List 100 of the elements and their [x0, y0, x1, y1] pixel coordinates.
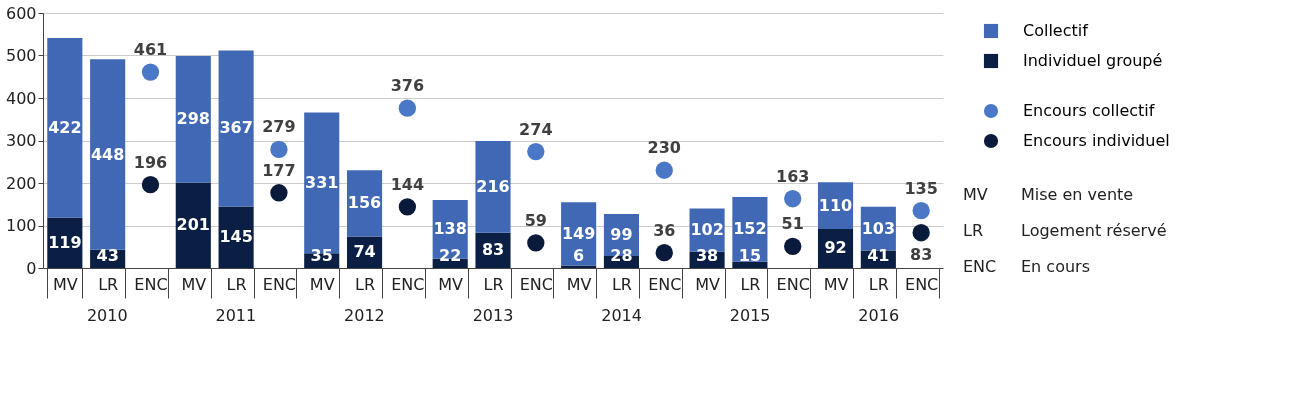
legend-label: Encours individuel — [1023, 131, 1170, 150]
x-tick-label: LR — [483, 274, 504, 294]
x-tick-label: LR — [740, 274, 761, 294]
data-label: 92 — [824, 238, 847, 258]
x-tick-label: MV — [695, 274, 721, 294]
x-tick-label: ENC — [776, 274, 810, 294]
data-label: 35 — [310, 246, 333, 265]
x-tick-label: ENC — [391, 274, 425, 294]
y-tick-label: 600 — [5, 3, 37, 23]
text: 2016 — [858, 306, 900, 325]
point — [527, 234, 545, 252]
legend-label: Encours collectif — [1023, 101, 1155, 120]
point — [784, 190, 802, 208]
data-label: 43 — [96, 246, 119, 265]
data-label: 367 — [219, 118, 253, 138]
point — [270, 184, 288, 202]
point — [527, 142, 545, 161]
bar — [175, 182, 211, 268]
data-label: 145 — [219, 227, 253, 247]
data-label: 138 — [433, 219, 467, 239]
point — [784, 237, 802, 255]
point — [141, 176, 160, 194]
point — [270, 140, 288, 159]
text: 2011 — [215, 306, 257, 325]
x-tick-label: LR — [868, 274, 889, 294]
x-tick-label: LR — [355, 274, 376, 294]
bar — [175, 55, 211, 183]
x-tick-label: MV — [438, 274, 464, 294]
x-tick-label: MV — [181, 274, 207, 294]
x-tick-label: ENC — [262, 274, 297, 294]
data-label: 99 — [610, 225, 633, 245]
text: 2010 — [86, 306, 128, 325]
x-tick-label: ENC — [648, 274, 682, 294]
data-label: 448 — [90, 144, 125, 164]
bar — [347, 170, 383, 237]
x-tick-label: MV — [566, 274, 592, 294]
x-tick-label: MV — [823, 274, 849, 294]
point — [655, 244, 673, 262]
data-label: 201 — [176, 215, 210, 235]
data-label: 216 — [476, 176, 510, 196]
text: 2015 — [729, 306, 771, 325]
text: LR — [963, 221, 984, 240]
data-label: 110 — [818, 195, 853, 215]
legend-label: Collectif — [1023, 21, 1089, 40]
x-tick-label: ENC — [905, 274, 939, 294]
data-label: 156 — [347, 193, 382, 213]
text: En cours — [1021, 257, 1090, 276]
bar — [47, 38, 83, 218]
data-label: 163 — [776, 166, 810, 186]
y-tick-label: 400 — [5, 88, 37, 108]
x-tick-label: ENC — [134, 274, 168, 294]
text: Logement réservé — [1021, 221, 1167, 240]
y-tick-label: 200 — [5, 173, 37, 193]
data-label: 119 — [48, 232, 82, 252]
text: MV — [963, 185, 988, 204]
data-label: 74 — [353, 242, 376, 262]
data-label: 36 — [653, 220, 676, 240]
data-label: 177 — [262, 160, 296, 180]
bar — [90, 59, 126, 250]
x-tick-label: LR — [98, 274, 119, 294]
bar — [561, 265, 597, 268]
data-label: 149 — [561, 223, 596, 243]
data-label: 103 — [861, 218, 896, 238]
data-label: 6 — [573, 246, 585, 265]
text: 2014 — [601, 306, 642, 325]
y-tick-label: 0 — [26, 258, 37, 278]
text: Mise en vente — [1021, 185, 1134, 204]
text: ENC — [963, 257, 997, 276]
data-label: 144 — [390, 174, 425, 194]
x-tick-label: LR — [611, 274, 632, 294]
data-label: 15 — [738, 246, 762, 265]
point — [912, 224, 930, 242]
data-label: 152 — [733, 219, 767, 239]
y-tick-label: 300 — [5, 131, 37, 150]
data-label: 135 — [904, 178, 938, 198]
bar — [218, 206, 254, 268]
data-label: 422 — [48, 117, 82, 137]
x-tick-label: LR — [226, 274, 247, 294]
data-label: 274 — [519, 119, 553, 139]
data-label: 298 — [176, 109, 210, 129]
bar — [218, 50, 254, 207]
point — [912, 201, 930, 220]
data-label: 230 — [647, 138, 681, 158]
data-label: 331 — [305, 172, 339, 192]
bar — [732, 261, 768, 268]
point — [141, 63, 160, 81]
x-tick-label: ENC — [519, 274, 553, 294]
x-tick-label: MV — [52, 274, 78, 294]
data-label: 38 — [695, 246, 719, 265]
data-label: 59 — [524, 210, 547, 230]
y-tick-label: 100 — [5, 216, 37, 235]
text: 2013 — [472, 306, 514, 325]
legend-label: Individuel groupé — [1023, 51, 1163, 70]
data-label: 83 — [481, 240, 505, 260]
data-label: 279 — [262, 117, 296, 137]
point — [398, 99, 417, 117]
point — [655, 161, 673, 179]
data-label: 196 — [133, 152, 168, 172]
data-label: 41 — [867, 246, 890, 265]
data-label: 51 — [781, 214, 804, 234]
